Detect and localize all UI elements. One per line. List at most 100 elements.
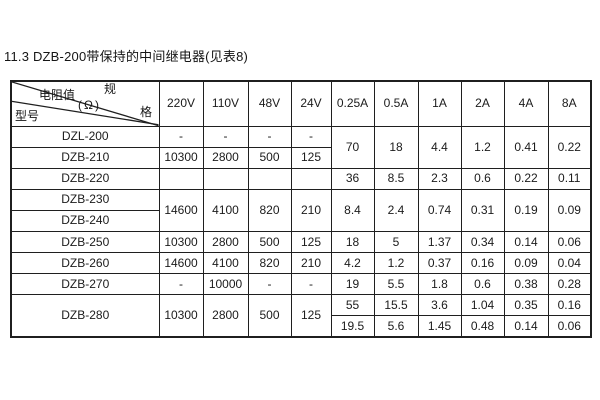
- value-cell: 1.37: [417, 231, 462, 254]
- table-row: DZB-220 36 8.5 2.3 0.6 0.22 0.11: [10, 167, 592, 190]
- value-cell: [158, 167, 204, 190]
- value-cell: 0.22: [503, 167, 549, 190]
- value-cell: 210: [290, 252, 332, 275]
- diagonal-divider-lines: [12, 82, 158, 126]
- value-cell: 18: [373, 125, 419, 169]
- value-cell: 1.04: [460, 294, 505, 317]
- value-cell: -: [290, 125, 332, 148]
- column-header: 2A: [460, 80, 505, 127]
- value-cell: 2.3: [417, 167, 462, 190]
- value-cell: 3.6: [417, 294, 462, 317]
- relay-spec-table: 电阻值 (Ω) 规 格 型号 220V 110V 48V 24V 0.25A 0…: [10, 80, 592, 338]
- value-cell: 0.14: [503, 231, 549, 254]
- value-cell: 5.6: [373, 315, 419, 338]
- section-title: 11.3 DZB-200带保持的中间继电器(见表8): [4, 49, 249, 64]
- value-cell: 19: [330, 273, 375, 296]
- value-cell: -: [158, 125, 204, 148]
- value-cell: 1.45: [417, 315, 462, 338]
- value-cell: 820: [247, 188, 292, 233]
- value-cell: 0.14: [503, 315, 549, 338]
- value-cell: 18: [330, 231, 375, 254]
- value-cell: 10300: [158, 294, 204, 338]
- value-cell: 4100: [202, 188, 249, 233]
- value-cell: [247, 167, 292, 190]
- column-header: 220V: [158, 80, 204, 127]
- value-cell: 500: [247, 146, 292, 169]
- value-cell: 2800: [202, 146, 249, 169]
- value-cell: 0.22: [547, 125, 592, 169]
- value-cell: 15.5: [373, 294, 419, 317]
- column-header: 0.25A: [330, 80, 375, 127]
- value-cell: 0.09: [503, 252, 549, 275]
- table-row: DZL-200 - - - - 70 18 4.4 1.2 0.41 0.22: [10, 125, 592, 169]
- value-cell: 0.04: [547, 252, 592, 275]
- value-cell: 1.2: [460, 125, 505, 169]
- model-cell: DZB-280: [10, 294, 160, 338]
- value-cell: 125: [290, 294, 332, 338]
- value-cell: 0.34: [460, 231, 505, 254]
- value-cell: 0.74: [417, 188, 462, 233]
- value-cell: 820: [247, 252, 292, 275]
- value-cell: 10300: [158, 231, 204, 254]
- value-cell: 5: [373, 231, 419, 254]
- value-cell: 10000: [202, 273, 249, 296]
- column-header: 24V: [290, 80, 332, 127]
- value-cell: 0.35: [503, 294, 549, 317]
- value-cell: 125: [290, 146, 332, 169]
- model-cell: DZB-260: [10, 252, 160, 275]
- corner-spec-label-top: 规: [104, 82, 117, 96]
- value-cell: -: [247, 125, 292, 148]
- value-cell: 0.37: [417, 252, 462, 275]
- value-cell: 19.5: [330, 315, 375, 338]
- corner-spec-label-bottom: 格: [140, 105, 153, 119]
- value-cell: -: [202, 125, 249, 148]
- value-cell: 0.6: [460, 273, 505, 296]
- column-header: 4A: [503, 80, 549, 127]
- value-cell: -: [158, 273, 204, 296]
- value-cell: 0.19: [503, 188, 549, 233]
- model-cell: DZB-270: [10, 273, 160, 296]
- value-cell: 0.6: [460, 167, 505, 190]
- value-cell: 4.2: [330, 252, 375, 275]
- value-cell: 2.4: [373, 188, 419, 233]
- value-cell: 2800: [202, 294, 249, 338]
- column-header: 1A: [417, 80, 462, 127]
- table-row: DZB-270 - 10000 - - 19 5.5 1.8 0.6 0.38 …: [10, 273, 592, 296]
- table-row: DZB-260 14600 4100 820 210 4.2 1.2 0.37 …: [10, 252, 592, 275]
- corner-model-label: 型号: [15, 109, 40, 124]
- value-cell: -: [290, 273, 332, 296]
- value-cell: 0.11: [547, 167, 592, 190]
- value-cell: 8.4: [330, 188, 375, 233]
- value-cell: 500: [247, 231, 292, 254]
- model-cell: DZB-230: [10, 188, 160, 211]
- value-cell: [290, 167, 332, 190]
- value-cell: 2800: [202, 231, 249, 254]
- value-cell: 210: [290, 188, 332, 233]
- value-cell: 0.06: [547, 315, 592, 338]
- value-cell: 10300: [158, 146, 204, 169]
- table-row: 19.5 5.6 1.45 0.48 0.14 0.06: [11, 315, 592, 338]
- value-cell: 0.06: [547, 231, 592, 254]
- value-cell: 500: [247, 294, 292, 338]
- value-cell: 0.28: [547, 273, 592, 296]
- model-cell: DZB-210: [10, 146, 160, 169]
- table-row: DZB-230 14600 4100 820 210 8.4 2.4 0.74 …: [10, 188, 592, 233]
- value-cell: [202, 167, 249, 190]
- value-cell: 4100: [202, 252, 249, 275]
- table-row: DZB-280 10300 2800 500 125 55 15.5 3.6 1…: [10, 294, 592, 338]
- corner-header-cell: 电阻值 (Ω) 规 格 型号: [10, 80, 160, 127]
- value-cell: 0.16: [460, 252, 505, 275]
- value-cell: 14600: [158, 252, 204, 275]
- header-row: 电阻值 (Ω) 规 格 型号 220V 110V 48V 24V 0.25A 0…: [10, 80, 592, 127]
- model-cell: DZB-220: [10, 167, 160, 190]
- value-cell: 8.5: [373, 167, 419, 190]
- value-cell: 5.5: [373, 273, 419, 296]
- model-cell: DZB-240: [10, 209, 160, 233]
- value-cell: 0.48: [460, 315, 505, 338]
- column-header: 48V: [247, 80, 292, 127]
- table-row: DZB-250 10300 2800 500 125 18 5 1.37 0.3…: [10, 231, 592, 254]
- corner-ohm-label: (Ω): [78, 98, 101, 112]
- value-cell: 1.2: [373, 252, 419, 275]
- model-cell: DZL-200: [10, 125, 160, 148]
- value-cell: 55: [330, 294, 375, 317]
